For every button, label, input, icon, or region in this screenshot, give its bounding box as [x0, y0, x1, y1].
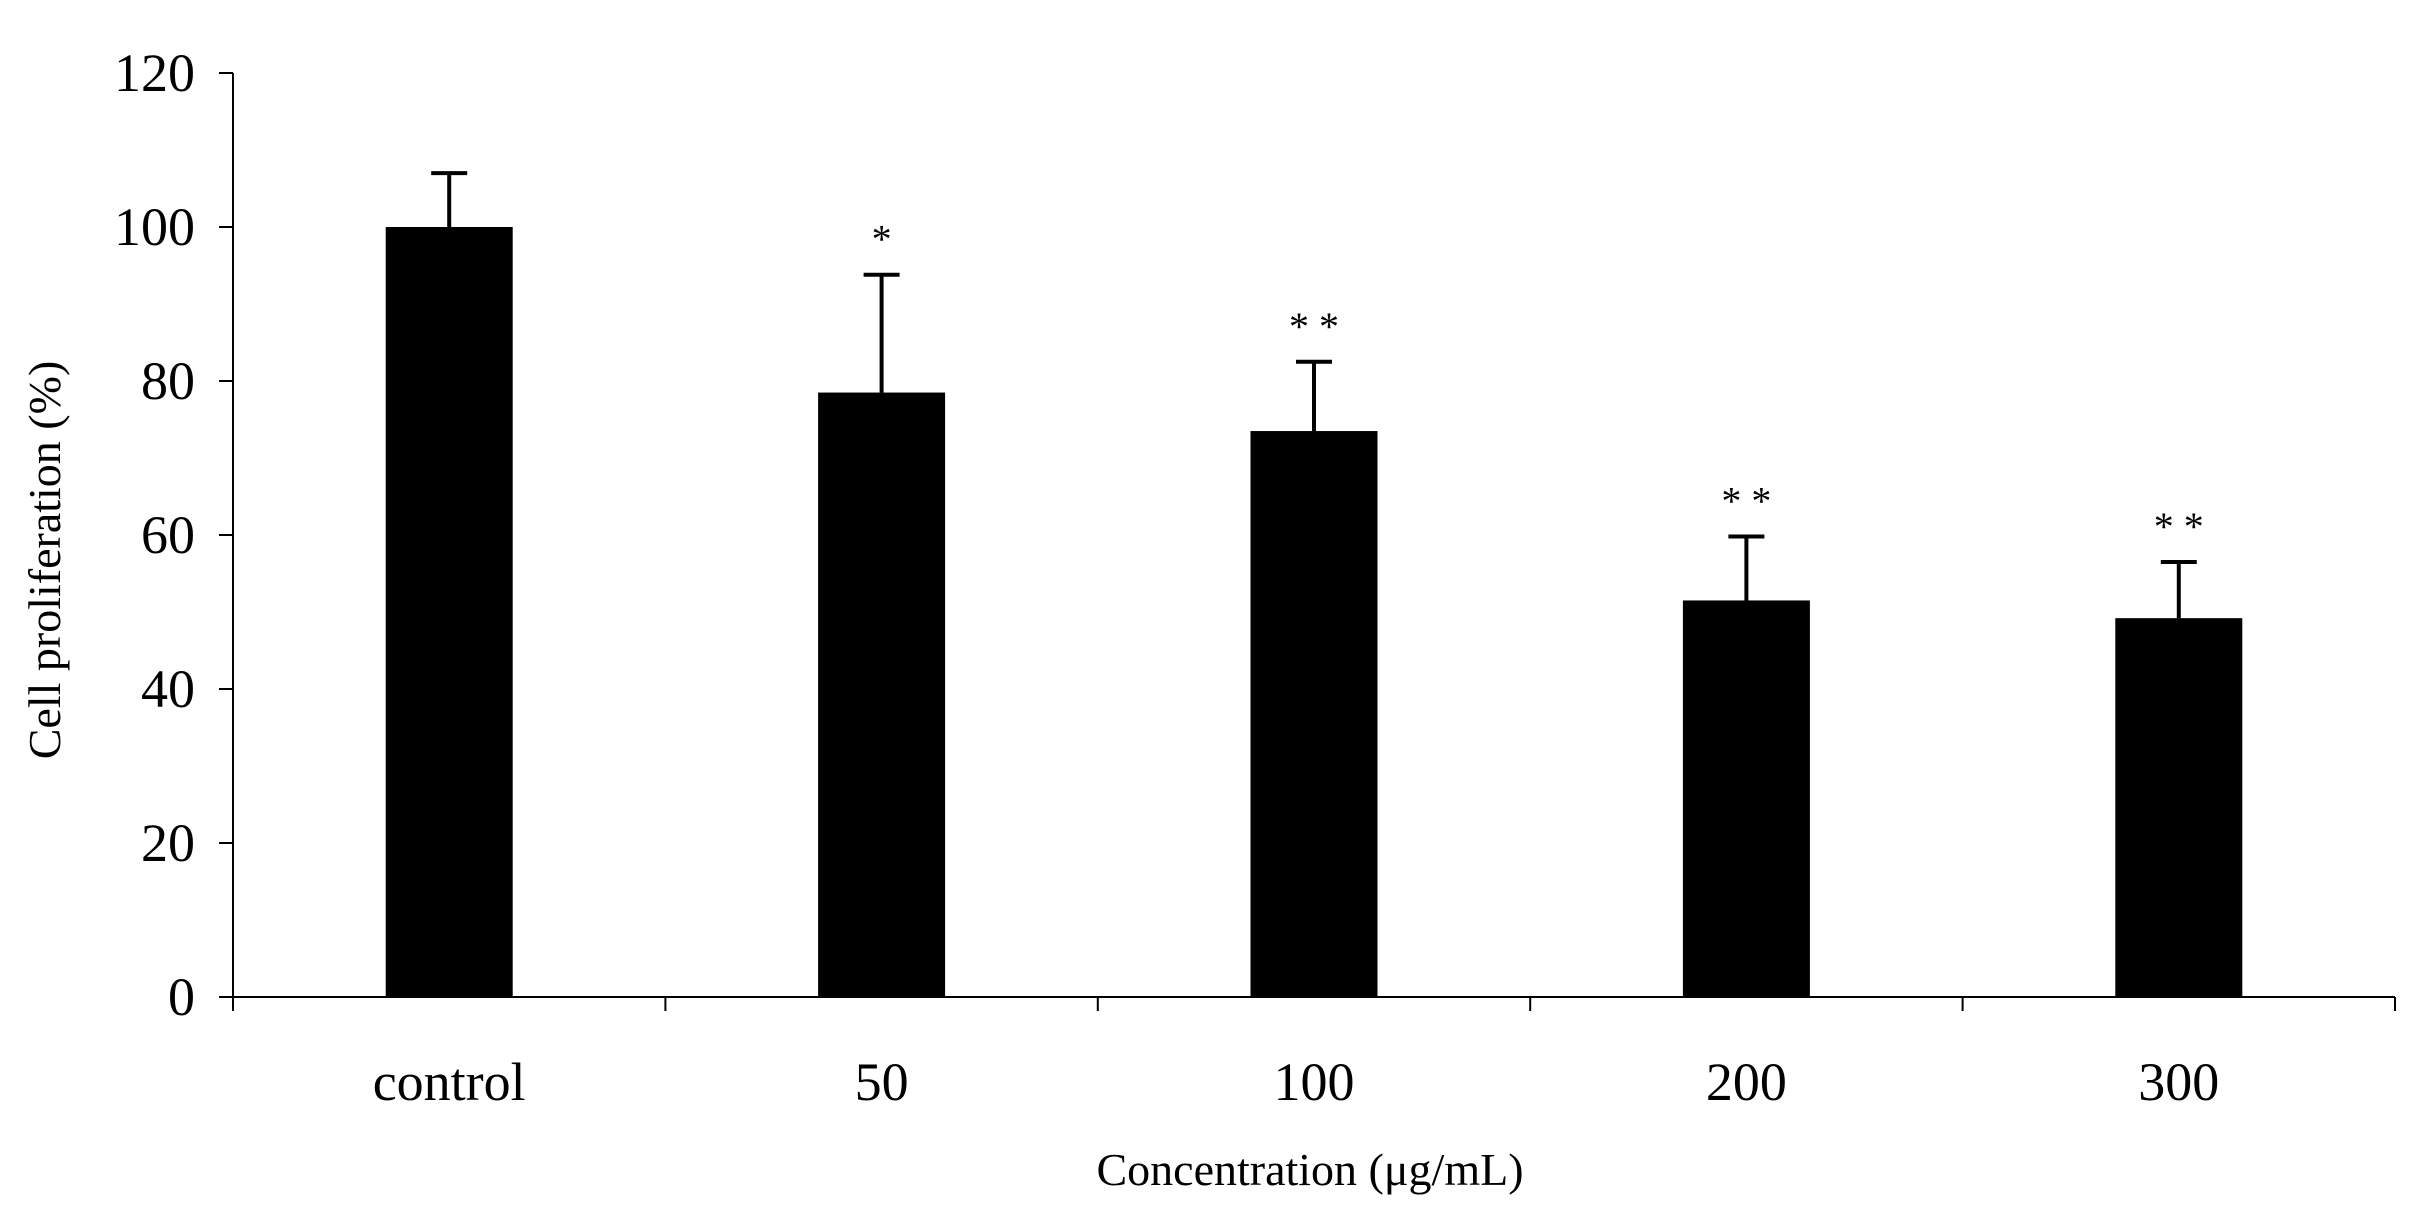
- bars: [385, 227, 2243, 997]
- bar: [385, 227, 513, 997]
- x-axis-title: Concentration (μg/mL): [1096, 1144, 1523, 1195]
- x-tick-label: 200: [1706, 1052, 1787, 1112]
- y-tick-label: 80: [141, 351, 195, 411]
- bar: [1250, 431, 1378, 997]
- y-tick-label: 60: [141, 505, 195, 565]
- significance-marker: * *: [1721, 479, 1771, 524]
- x-tick-label: 300: [2138, 1052, 2219, 1112]
- x-tick-label: 50: [855, 1052, 909, 1112]
- bar: [1682, 600, 1810, 997]
- significance-labels: * * * * * * *: [872, 217, 2204, 549]
- significance-marker: * *: [2154, 504, 2204, 549]
- x-tick-label: 100: [1274, 1052, 1355, 1112]
- y-axis-ticks: 0 20 40 60 80 100 120: [114, 43, 233, 1027]
- y-tick-label: 0: [168, 967, 195, 1027]
- y-tick-label: 100: [114, 197, 195, 257]
- error-bars: [431, 171, 2197, 619]
- bar: [2115, 618, 2243, 997]
- significance-marker: * *: [1289, 304, 1339, 349]
- x-tick-label: control: [373, 1052, 526, 1112]
- y-tick-label: 40: [141, 659, 195, 719]
- bar: [818, 392, 946, 997]
- y-tick-label: 20: [141, 813, 195, 873]
- x-axis-ticks: control 50 100 200 300: [232, 997, 2396, 1112]
- significance-marker: *: [872, 217, 892, 262]
- y-tick-label: 120: [114, 43, 195, 103]
- y-axis-title: Cell proliferation (%): [19, 361, 70, 760]
